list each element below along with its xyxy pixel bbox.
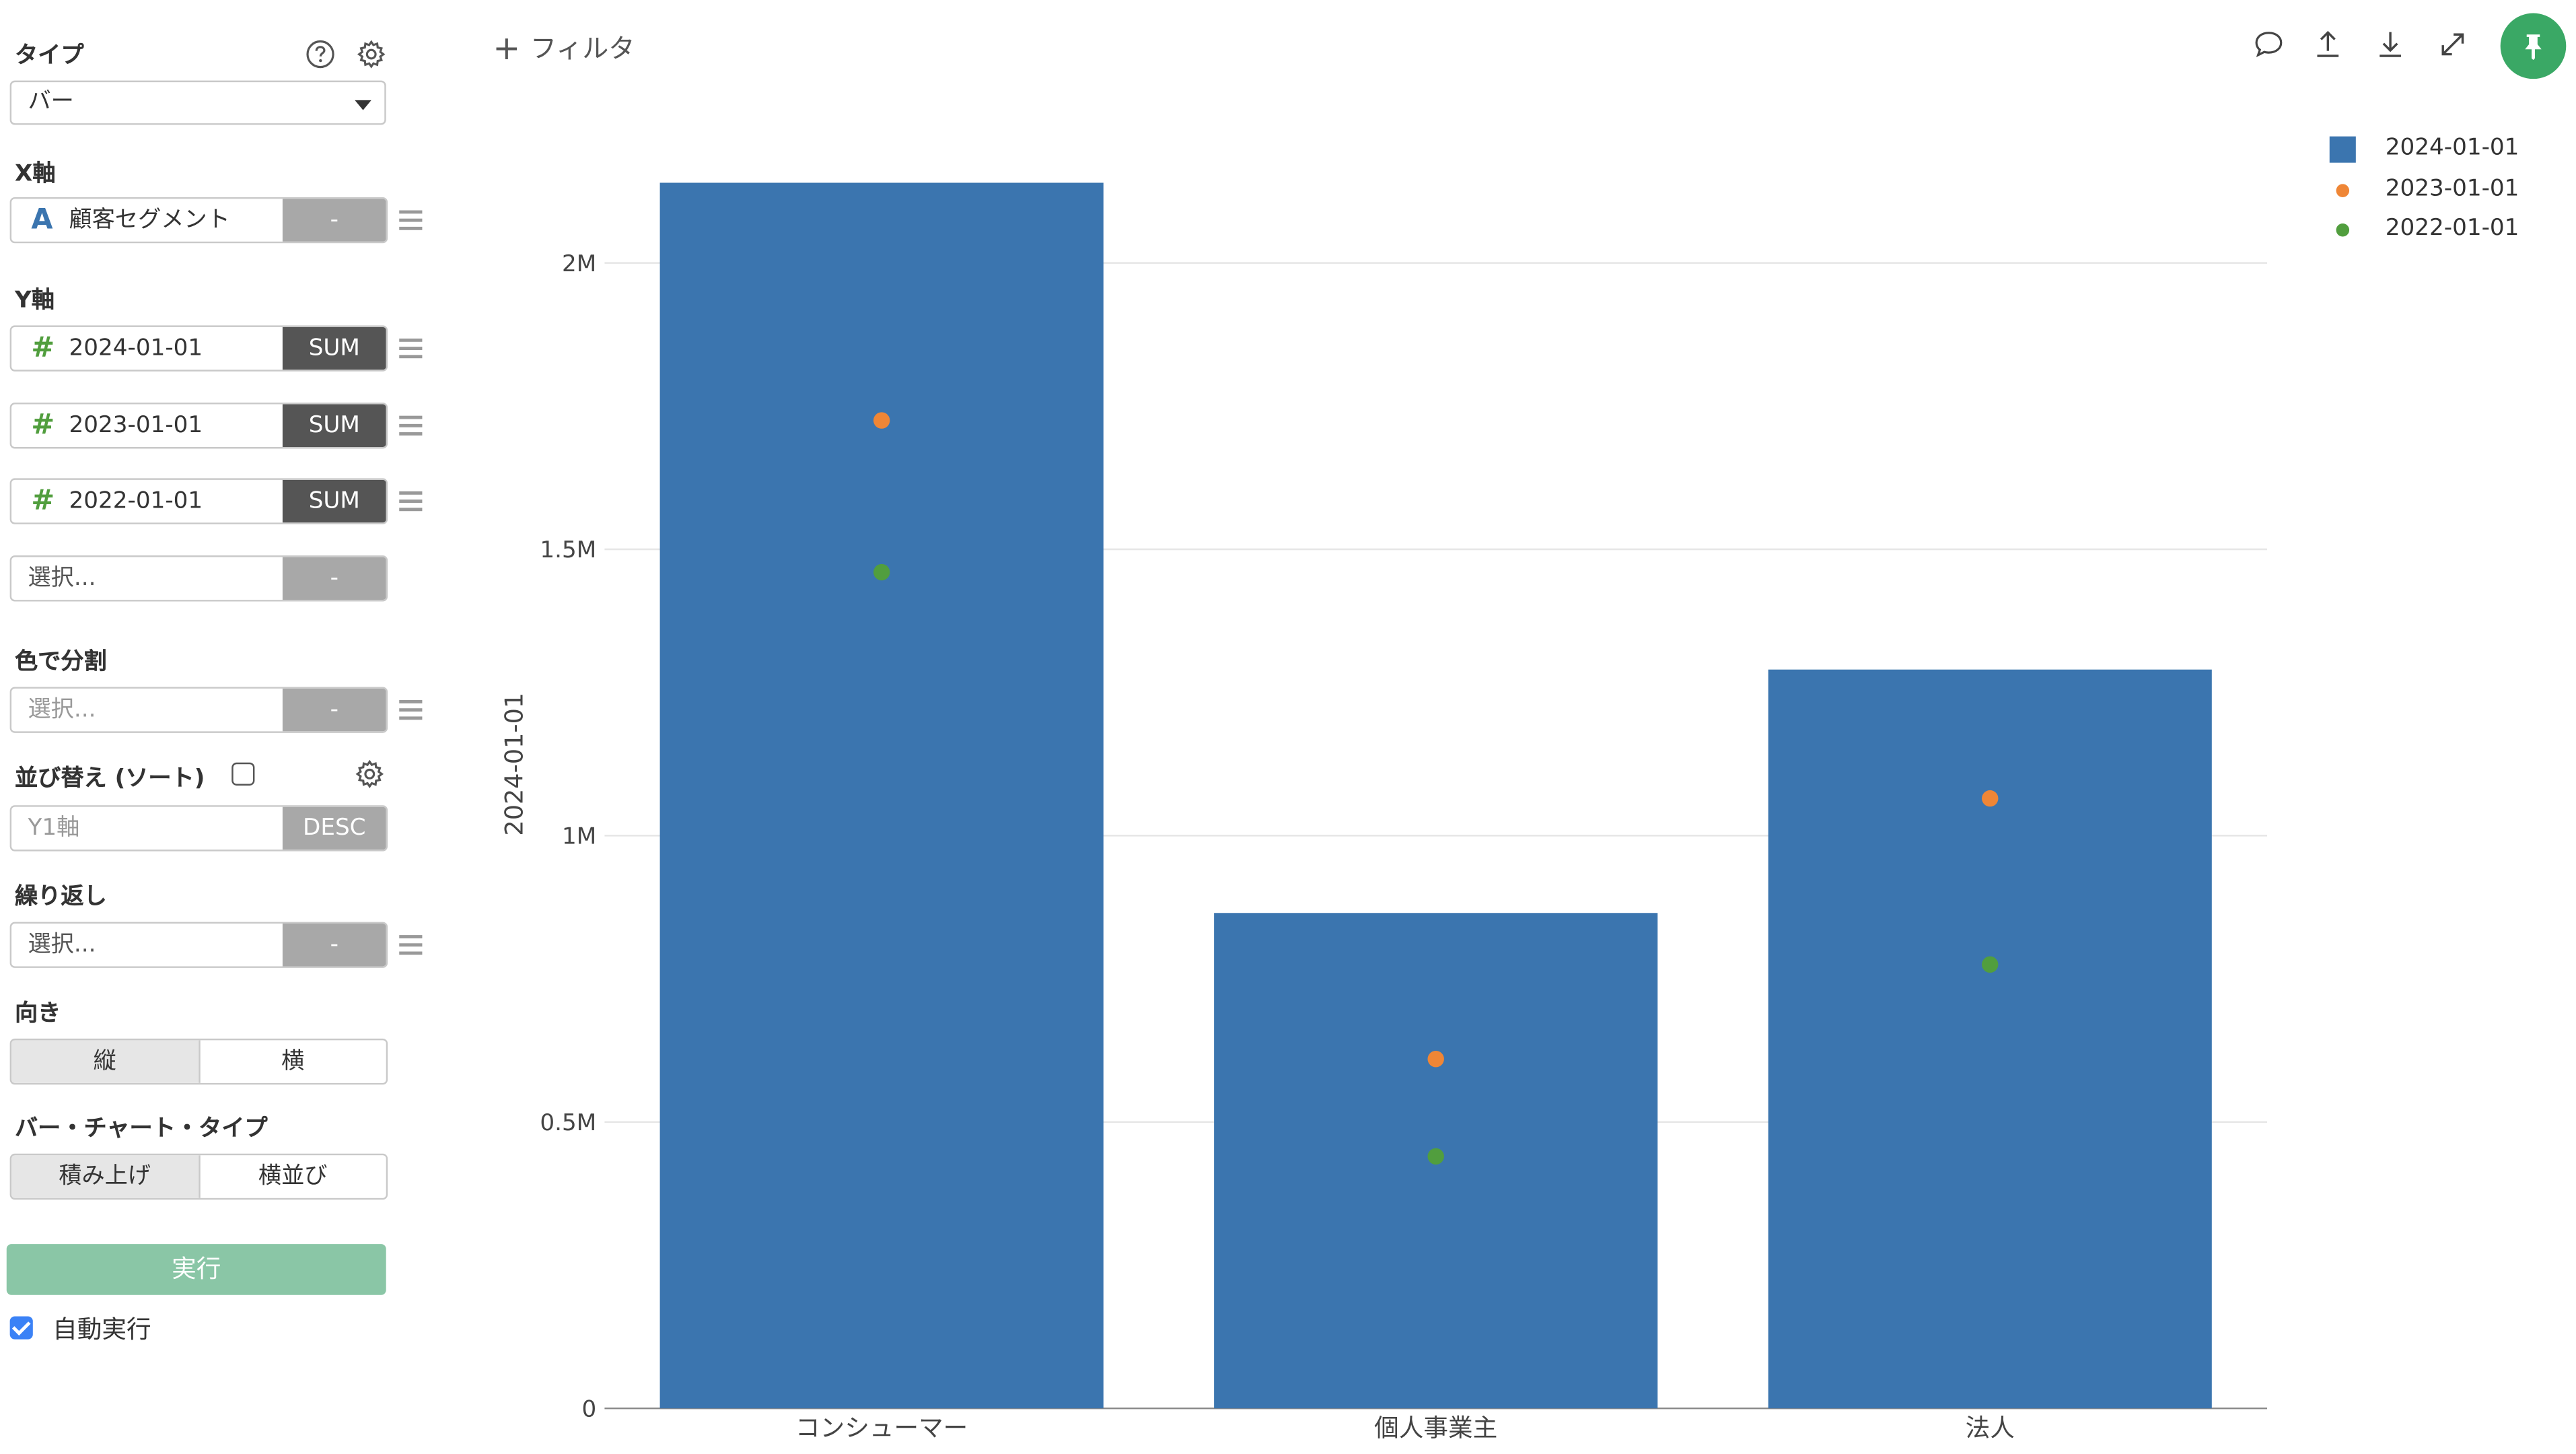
number-type-icon: #: [31, 332, 55, 365]
plus-icon: +: [493, 28, 521, 68]
drag-handle-icon[interactable]: [399, 415, 423, 441]
legend-label: 2023-01-01: [2385, 174, 2519, 202]
y-tick-label: 1M: [562, 823, 596, 850]
y-axis-add-field[interactable]: 選択... -: [9, 555, 388, 602]
caret-down-icon: [355, 100, 371, 110]
chart-type-value: バー: [28, 88, 74, 115]
y-tick-label: 2M: [562, 250, 596, 277]
legend-dot: [2336, 183, 2350, 197]
color-split-field[interactable]: 選択... -: [9, 687, 388, 733]
chart-type-select[interactable]: バー: [9, 80, 386, 125]
drag-handle-icon[interactable]: [399, 338, 423, 364]
x-tick-label: 法人: [1966, 1414, 2015, 1443]
text-type-icon: A: [31, 203, 53, 237]
y-axis-agg-button[interactable]: SUM: [282, 479, 386, 523]
y-axis-add-placeholder: 選択...: [28, 565, 96, 592]
expand-icon[interactable]: [2436, 28, 2469, 61]
y-axis-field-name: 2022-01-01: [69, 488, 203, 515]
download-icon[interactable]: [2374, 28, 2407, 61]
y-axis-field-3[interactable]: # 2022-01-01 SUM: [9, 478, 388, 524]
drag-handle-icon[interactable]: [399, 699, 423, 725]
y-axis-add-agg-button[interactable]: -: [282, 557, 386, 600]
auto-run-checkbox[interactable]: [9, 1316, 33, 1340]
color-split-label: 色で分割: [14, 649, 107, 676]
repeat-agg-button[interactable]: -: [282, 924, 386, 967]
orientation-horizontal-button[interactable]: 横: [199, 1040, 386, 1083]
drag-handle-icon[interactable]: [399, 935, 423, 960]
number-type-icon: #: [31, 409, 55, 442]
data-point: [1427, 1148, 1444, 1165]
drag-handle-icon[interactable]: [399, 491, 423, 516]
y-axis-title: 2024-01-01: [499, 693, 528, 836]
gear-icon[interactable]: [357, 40, 386, 69]
y-axis-agg-button[interactable]: SUM: [282, 326, 386, 370]
sort-order-button[interactable]: DESC: [282, 806, 386, 850]
comment-icon[interactable]: [2252, 28, 2285, 61]
repeat-field[interactable]: 選択... -: [9, 922, 388, 968]
data-point: [1427, 1051, 1444, 1068]
y-axis-field-1[interactable]: # 2024-01-01 SUM: [9, 325, 388, 372]
y-axis-field-name: 2023-01-01: [69, 412, 203, 439]
data-point: [873, 563, 890, 581]
bar-type-grouped-button[interactable]: 横並び: [199, 1155, 386, 1198]
y-axis-agg-button[interactable]: SUM: [282, 404, 386, 448]
sort-label: 並び替え (ソート): [14, 765, 205, 792]
color-split-placeholder: 選択...: [28, 697, 96, 724]
legend-label: 2022-01-01: [2385, 215, 2519, 242]
orientation-label: 向き: [14, 1000, 61, 1027]
x-axis-label: X軸: [14, 161, 56, 188]
repeat-placeholder: 選択...: [28, 932, 96, 959]
pin-button[interactable]: [2500, 13, 2567, 79]
bar-type-label: バー・チャート・タイプ: [14, 1115, 268, 1142]
data-point: [873, 412, 890, 429]
y-axis-field-2[interactable]: # 2023-01-01 SUM: [9, 403, 388, 449]
y-axis-label: Y軸: [14, 287, 55, 314]
y-tick-label: 1.5M: [540, 536, 596, 563]
upload-icon[interactable]: [2312, 28, 2345, 61]
orientation-vertical-button[interactable]: 縦: [11, 1040, 200, 1083]
sort-field-placeholder: Y1軸: [28, 815, 80, 841]
sort-checkbox[interactable]: [231, 762, 255, 786]
bar: [659, 182, 1104, 1409]
x-tick-label: 個人事業主: [1374, 1414, 1497, 1443]
legend-label: 2024-01-01: [2385, 135, 2519, 162]
data-point: [1982, 790, 1999, 807]
bar-type-toggle: 積み上げ 横並び: [9, 1153, 388, 1200]
auto-run-label: 自動実行: [52, 1315, 151, 1344]
sort-gear-icon[interactable]: [355, 759, 384, 789]
settings-panel: タイプ バー X軸 A 顧客セグメント - Y軸 # 2024-01-01: [0, 0, 423, 1453]
x-tick-label: コンシューマー: [795, 1414, 968, 1443]
legend-dot: [2336, 223, 2350, 237]
color-split-agg-button[interactable]: -: [282, 688, 386, 732]
repeat-label: 繰り返し: [14, 884, 107, 911]
type-label: タイプ: [14, 42, 84, 69]
bar-type-stacked-button[interactable]: 積み上げ: [11, 1155, 200, 1198]
number-type-icon: #: [31, 485, 55, 518]
data-point: [1982, 956, 1999, 973]
legend-swatch: [2329, 136, 2356, 163]
x-axis-agg-button[interactable]: -: [282, 199, 386, 242]
bar: [1768, 669, 2212, 1409]
sort-field[interactable]: Y1軸 DESC: [9, 805, 388, 852]
x-axis-field[interactable]: A 顧客セグメント -: [9, 197, 388, 244]
add-filter-button[interactable]: + フィルタ: [493, 26, 635, 68]
orientation-toggle: 縦 横: [9, 1038, 388, 1085]
help-icon[interactable]: [306, 40, 335, 69]
x-axis-field-name: 顧客セグメント: [69, 207, 230, 234]
run-button[interactable]: 実行: [6, 1244, 386, 1295]
pin-icon: [2525, 34, 2542, 61]
y-axis-field-name: 2024-01-01: [69, 335, 203, 362]
y-tick-label: 0: [581, 1395, 596, 1422]
drag-handle-icon[interactable]: [399, 210, 423, 235]
filter-label: フィルタ: [530, 32, 635, 65]
y-tick-label: 0.5M: [540, 1109, 596, 1136]
